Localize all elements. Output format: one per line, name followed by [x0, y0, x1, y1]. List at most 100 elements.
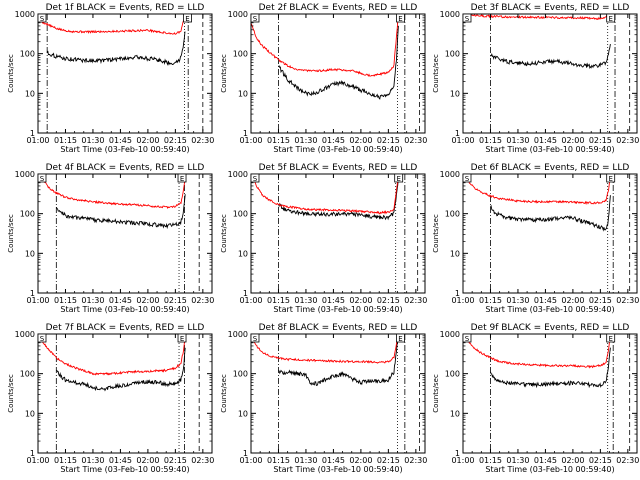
x-tick-label: 02:00 [349, 456, 372, 465]
end-marker-box [396, 333, 405, 343]
panel-title: Det 2f BLACK = Events, RED = LLD [259, 3, 418, 13]
end-marker-label: E [180, 175, 184, 183]
y-tick-label: 10 [25, 409, 35, 418]
plot-frame [250, 13, 426, 134]
x-tick-label: 01:45 [109, 136, 132, 145]
start-marker-box [462, 13, 472, 23]
panel-title: Det 5f BLACK = Events, RED = LLD [259, 163, 418, 173]
end-marker-box [606, 173, 616, 183]
plot-frame [37, 13, 213, 134]
x-tick-label: 02:00 [136, 136, 159, 145]
x-tick-label: 02:00 [349, 136, 372, 145]
panel-7: Det 7f BLACK = Events, RED = LLD 01:00 01:… [7, 323, 214, 474]
y-tick-label: 1000 [15, 10, 35, 19]
x-tick-label: 02:00 [136, 296, 159, 305]
panel-title: Det 9f BLACK = Events, RED = LLD [471, 323, 630, 333]
x-tick-label: 01:15 [267, 456, 290, 465]
x-tick-label: 02:15 [589, 456, 612, 465]
events-series-line [46, 31, 186, 66]
plot-frame [462, 173, 638, 294]
y-tick-label: 100 [233, 50, 248, 59]
lld-series-line [250, 13, 399, 77]
start-marker-label: S [40, 335, 45, 343]
panel-title: Det 3f BLACK = Events, RED = LLD [471, 3, 630, 13]
x-tick-label: 02:15 [164, 456, 187, 465]
end-marker-box [183, 13, 192, 23]
y-tick-label: 1000 [228, 330, 248, 339]
panel-title: Det 7f BLACK = Events, RED = LLD [46, 323, 205, 333]
y-tick-label: 10 [450, 409, 460, 418]
x-axis-label: Start Time (03-Feb-10 00:59:40) [485, 465, 614, 474]
end-marker-box [606, 13, 616, 23]
x-tick-label: 01:00 [451, 456, 474, 465]
end-marker-label: E [398, 15, 402, 23]
y-tick-label: 1 [455, 129, 460, 138]
y-tick-label: 10 [25, 249, 35, 258]
y-tick-label: 100 [445, 210, 460, 219]
panel-9: Det 9f BLACK = Events, RED = LLD 01:00 01:… [432, 323, 639, 474]
x-tick-label: 01:45 [322, 136, 345, 145]
start-marker-label: S [40, 175, 45, 183]
lld-series-line [462, 173, 611, 206]
y-axis-label: Counts/sec [432, 374, 440, 413]
y-axis-label: Counts/sec [220, 54, 228, 93]
start-marker-label: S [253, 15, 258, 23]
x-axis-label: Start Time (03-Feb-10 00:59:40) [60, 145, 189, 154]
panel-3: Det 3f BLACK = Events, RED = LLD 01:00 01:… [432, 3, 639, 154]
plot-frame [250, 333, 426, 454]
y-axis-label: Counts/sec [220, 374, 228, 413]
x-tick-label: 02:30 [191, 296, 214, 305]
end-marker-label: E [608, 335, 612, 343]
y-tick-label: 1 [243, 129, 248, 138]
x-tick-label: 02:15 [377, 136, 400, 145]
y-tick-label: 100 [445, 370, 460, 379]
x-tick-label: 01:15 [54, 456, 77, 465]
y-tick-label: 10 [450, 89, 460, 98]
x-tick-label: 01:00 [26, 136, 49, 145]
x-tick-label: 01:30 [294, 296, 317, 305]
x-axis-label: Start Time (03-Feb-10 00:59:40) [273, 145, 402, 154]
start-marker-label: S [253, 335, 258, 343]
start-marker-label: S [40, 15, 45, 23]
x-tick-label: 01:00 [451, 296, 474, 305]
x-tick-label: 01:30 [506, 136, 529, 145]
y-tick-label: 1000 [15, 170, 35, 179]
y-tick-label: 10 [238, 89, 248, 98]
panel-title: Det 4f BLACK = Events, RED = LLD [46, 163, 205, 173]
plot-frame [37, 173, 213, 294]
y-tick-label: 100 [233, 370, 248, 379]
events-series-line [56, 347, 186, 392]
start-marker-label: S [465, 335, 470, 343]
x-tick-label: 01:30 [81, 456, 104, 465]
y-tick-label: 10 [238, 409, 248, 418]
y-tick-label: 10 [450, 249, 460, 258]
x-axis-label: Start Time (03-Feb-10 00:59:40) [485, 145, 614, 154]
x-tick-label: 02:15 [377, 296, 400, 305]
y-tick-label: 1 [30, 289, 35, 298]
start-marker-box [37, 173, 47, 183]
x-tick-label: 02:30 [404, 136, 427, 145]
y-tick-label: 1 [455, 289, 460, 298]
start-marker-box [250, 173, 260, 183]
panel-title: Det 6f BLACK = Events, RED = LLD [471, 163, 630, 173]
x-tick-label: 01:45 [109, 296, 132, 305]
start-marker-label: S [253, 175, 258, 183]
x-tick-label: 02:00 [136, 456, 159, 465]
x-tick-label: 01:00 [451, 136, 474, 145]
x-axis-label: Start Time (03-Feb-10 00:59:40) [273, 305, 402, 314]
y-axis-label: Counts/sec [7, 214, 15, 253]
y-tick-label: 1000 [440, 170, 460, 179]
panel-4: Det 4f BLACK = Events, RED = LLD 01:00 01:… [7, 163, 214, 314]
y-tick-label: 10 [25, 89, 35, 98]
y-axis-label: Counts/sec [220, 214, 228, 253]
y-tick-label: 1 [30, 449, 35, 458]
events-series-line [278, 177, 399, 221]
x-tick-label: 02:15 [164, 136, 187, 145]
events-series-line [278, 25, 399, 100]
y-tick-label: 1000 [228, 170, 248, 179]
plot-frame [37, 333, 213, 454]
y-tick-label: 100 [20, 370, 35, 379]
x-tick-label: 01:15 [267, 136, 290, 145]
end-marker-label: E [396, 175, 400, 183]
end-marker-box [396, 13, 405, 23]
